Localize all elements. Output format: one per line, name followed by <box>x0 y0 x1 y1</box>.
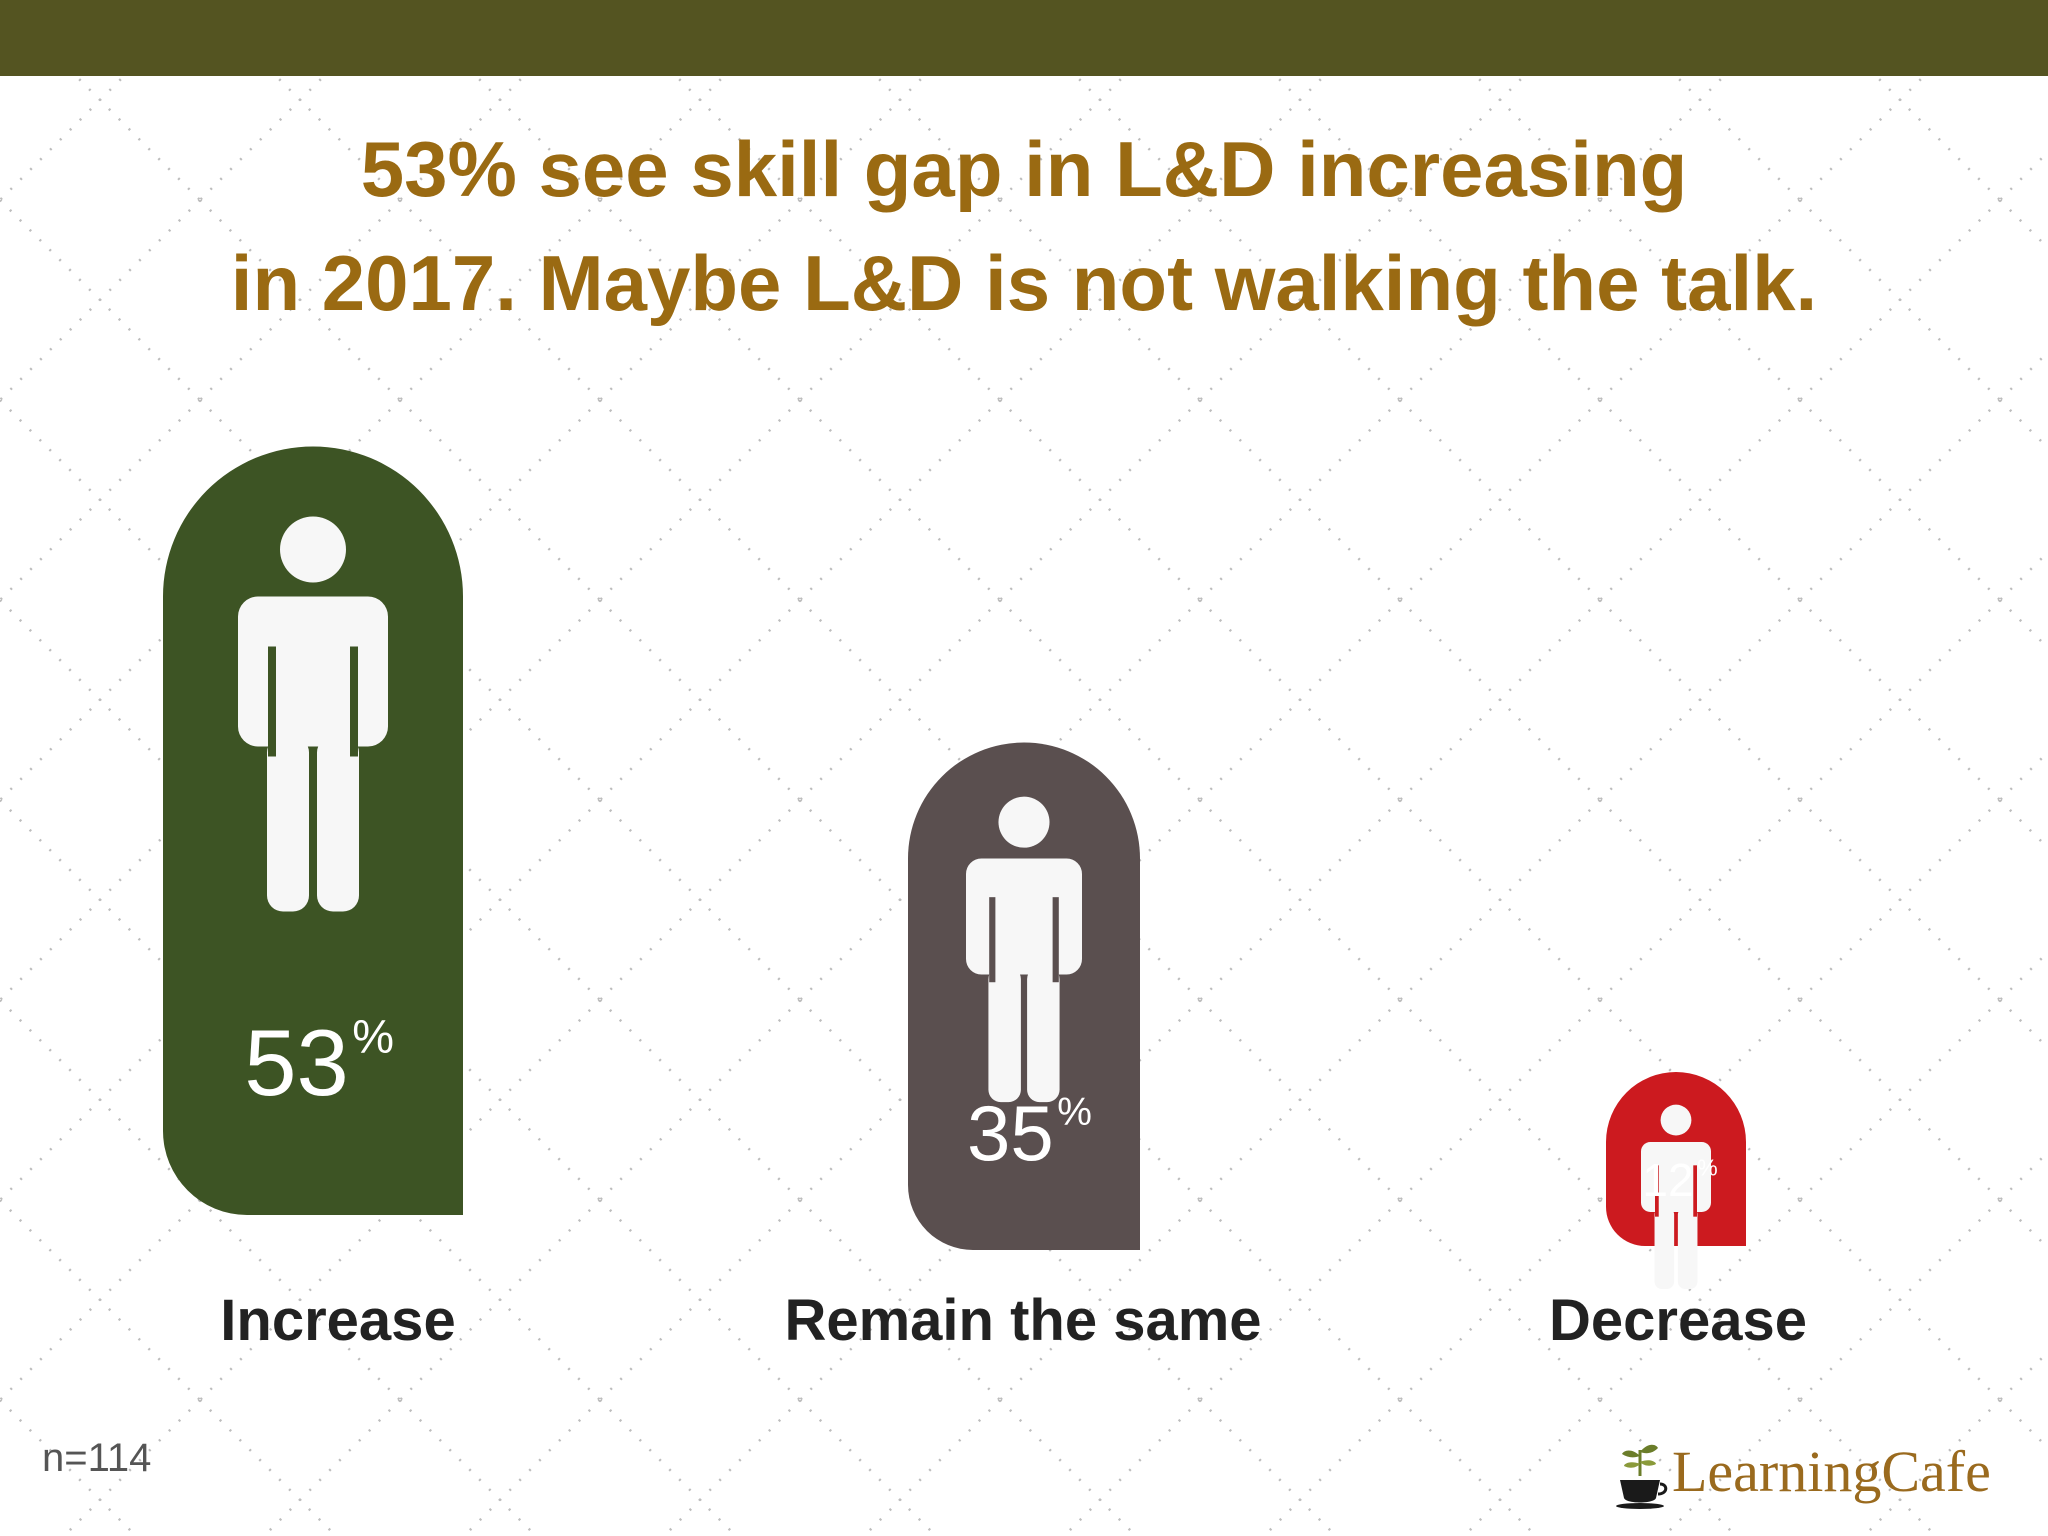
top-bar <box>0 0 2048 76</box>
sample-size-note: n=114 <box>42 1436 152 1480</box>
learningcafe-logo: LearningCafe <box>1610 1432 2020 1512</box>
category-label: Remain the same <box>784 1288 1261 1353</box>
coffee-cup-plant-icon <box>1616 1444 1668 1509</box>
value-label: 12 <box>1642 1154 1693 1206</box>
value-label: 35 <box>967 1089 1054 1177</box>
title-line-1: 53% see skill gap in L&D increasing <box>360 125 1688 213</box>
bar-remain-the-same <box>908 742 1140 1250</box>
percent-sign: % <box>1057 1091 1092 1134</box>
percent-sign: % <box>352 1010 394 1063</box>
category-label: Increase <box>220 1288 455 1353</box>
person-icon <box>1641 1104 1711 1289</box>
person-icon <box>238 516 388 912</box>
title-line-2: in 2017. Maybe L&D is not walking the ta… <box>230 239 1818 327</box>
person-icon <box>966 796 1082 1103</box>
logo-text: LearningCafe <box>1672 1439 1991 1504</box>
category-label: Decrease <box>1549 1288 1807 1353</box>
value-label: 53 <box>244 1010 349 1115</box>
percent-sign: % <box>1697 1154 1717 1180</box>
chart-title: 53% see skill gap in L&D increasing in 2… <box>0 112 2048 340</box>
